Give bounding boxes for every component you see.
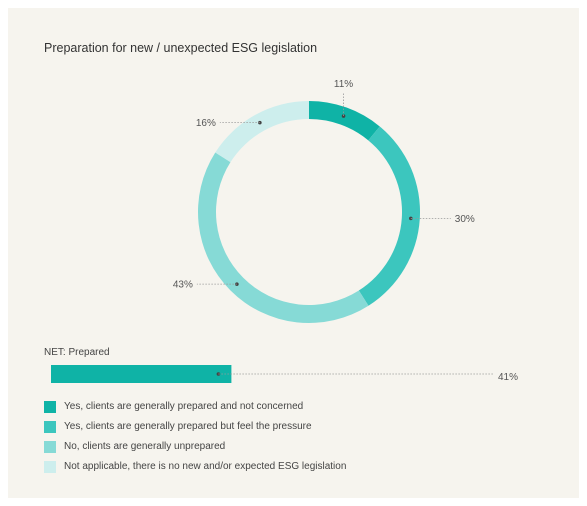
donut-slice	[215, 101, 309, 163]
legend-label: Yes, clients are generally prepared and …	[64, 401, 304, 412]
chart-panel	[8, 8, 579, 498]
legend-item: Yes, clients are generally prepared and …	[44, 400, 346, 413]
legend-swatch	[44, 400, 56, 413]
chart-title: Preparation for new / unexpected ESG leg…	[44, 41, 318, 55]
legend-label: No, clients are generally unprepared	[64, 441, 226, 452]
legend-label: Yes, clients are generally prepared but …	[64, 421, 312, 432]
donut-slice	[309, 101, 380, 141]
net-label: NET: Prepared	[44, 347, 110, 358]
legend-swatch	[44, 420, 56, 433]
donut-slice	[358, 126, 421, 306]
slice-marker-dot	[258, 120, 262, 125]
net-value-label: 41%	[498, 372, 518, 383]
slice-value-label: 43%	[173, 280, 193, 291]
legend-swatch	[44, 440, 56, 453]
donut-slice	[198, 152, 369, 324]
legend-label: Not applicable, there is no new and/or e…	[64, 461, 347, 472]
net-bar	[51, 365, 232, 383]
slice-value-label: 16%	[196, 118, 216, 129]
legend-swatch	[44, 460, 56, 473]
legend-item: Yes, clients are generally prepared but …	[44, 420, 346, 433]
legend-item: Not applicable, there is no new and/or e…	[44, 460, 346, 473]
legend: Yes, clients are generally prepared and …	[44, 400, 346, 480]
slice-value-label: 30%	[455, 214, 475, 225]
legend-item: No, clients are generally unprepared	[44, 440, 346, 453]
slice-value-label: 11%	[334, 79, 353, 90]
